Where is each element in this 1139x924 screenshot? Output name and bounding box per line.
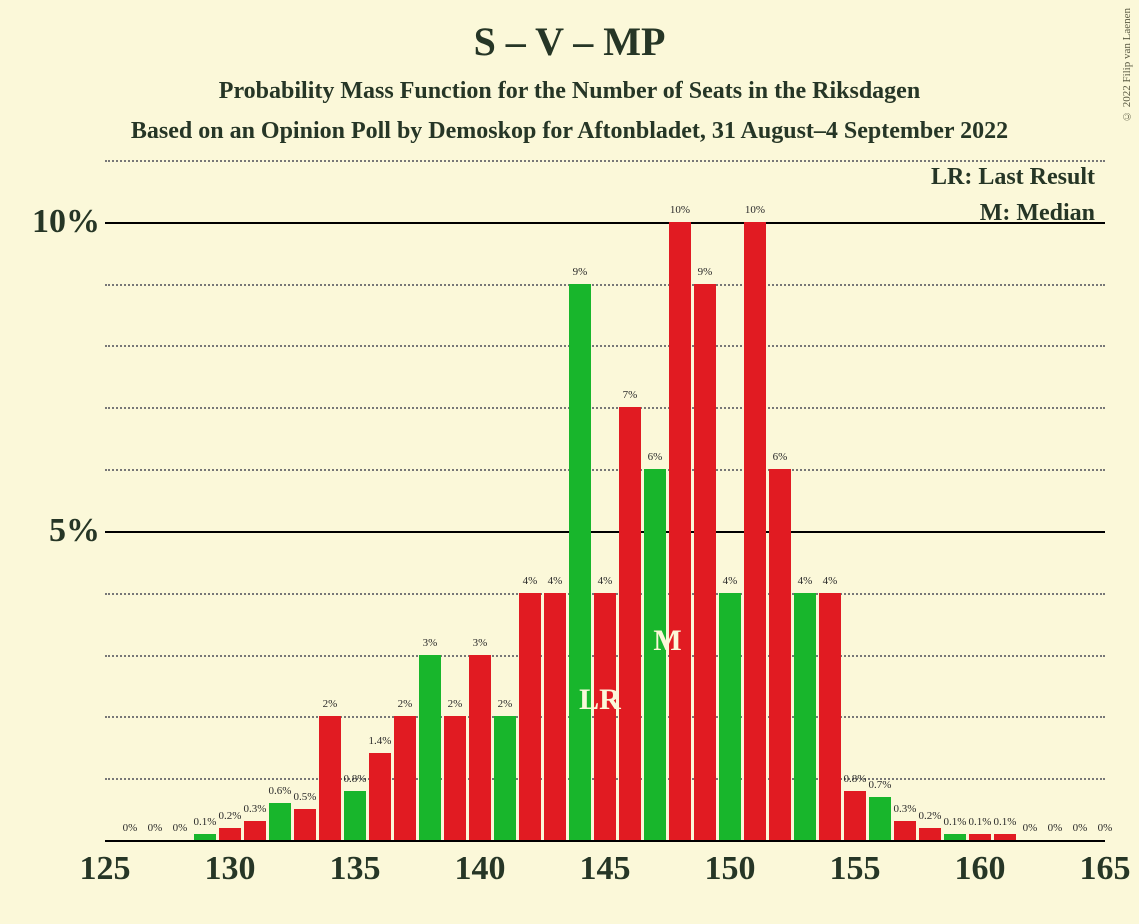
bar-value-label: 0% [173,822,188,834]
bar: 0.7% [869,797,891,840]
bar: 0.2% [219,828,241,840]
bar-value-label: 0.1% [969,816,992,828]
bar-value-label: 4% [823,575,838,587]
x-axis-label: 160 [955,850,1006,888]
chart-subtitle-1: Probability Mass Function for the Number… [0,78,1139,105]
bar: 0.3% [244,821,266,840]
bar: 4% [794,593,816,840]
bar-value-label: 0.3% [894,803,917,815]
gridline-minor [105,345,1105,347]
bar-value-label: 0% [123,822,138,834]
bar-value-label: 0% [1048,822,1063,834]
bar-value-label: 1.4% [369,735,392,747]
legend-lr: LR: Last Result [931,164,1095,191]
bar-value-label: 4% [523,575,538,587]
bar-value-label: 0.1% [944,816,967,828]
bar: 2% [319,716,341,840]
gridline-major [105,531,1105,533]
bar-value-label: 6% [648,451,663,463]
baseline [105,840,1105,842]
bar-value-label: 0% [1073,822,1088,834]
gridline-minor [105,160,1105,162]
bar: 9% [569,284,591,840]
bar: 10% [669,222,691,840]
bar: 7% [619,407,641,840]
bar: 0.1% [194,834,216,840]
bar-value-label: 2% [498,698,513,710]
bar-value-label: 0.1% [194,816,217,828]
bar: 0.1% [994,834,1016,840]
x-axis-label: 140 [455,850,506,888]
bar-value-label: 3% [423,637,438,649]
x-axis-label: 130 [205,850,256,888]
bar-value-label: 0.6% [269,785,292,797]
bar-value-label: 4% [598,575,613,587]
y-axis-label: 5% [10,512,100,550]
bar-value-label: 0.8% [344,773,367,785]
bar: 0.8% [344,791,366,840]
bar: 9% [694,284,716,840]
bar-value-label: 0.5% [294,791,317,803]
chart-subtitle-2: Based on an Opinion Poll by Demoskop for… [0,118,1139,145]
bar-value-label: 2% [448,698,463,710]
bar: 2% [494,716,516,840]
bar-value-label: 4% [723,575,738,587]
bar-value-label: 0% [148,822,163,834]
x-axis-label: 155 [830,850,881,888]
bar-value-label: 0.3% [244,803,267,815]
marker-median: M [653,624,681,658]
bar: 0.2% [919,828,941,840]
bar-value-label: 9% [698,266,713,278]
gridline-minor [105,407,1105,409]
bar-value-label: 0.8% [844,773,867,785]
bar-value-label: 3% [473,637,488,649]
bar: 0.8% [844,791,866,840]
bar-value-label: 0% [1098,822,1113,834]
bar-value-label: 4% [798,575,813,587]
bar: 4% [544,593,566,840]
bar: 4% [519,593,541,840]
bar: 4% [819,593,841,840]
bar: 0.3% [894,821,916,840]
x-axis-label: 135 [330,850,381,888]
bar: 3% [469,655,491,840]
bar: 0.5% [294,809,316,840]
bar-value-label: 9% [573,266,588,278]
x-axis-label: 165 [1080,850,1131,888]
gridline-major [105,222,1105,224]
marker-last-result: LR [579,683,621,717]
bar: 0.1% [969,834,991,840]
y-axis-label: 10% [10,203,100,241]
x-axis-label: 150 [705,850,756,888]
x-axis-label: 145 [580,850,631,888]
bar-value-label: 0.2% [219,810,242,822]
bar-value-label: 7% [623,389,638,401]
bar-value-label: 2% [398,698,413,710]
x-axis-label: 125 [80,850,131,888]
bar: 0.1% [944,834,966,840]
bar: 1.4% [369,753,391,840]
bar-value-label: 6% [773,451,788,463]
bar-value-label: 10% [670,204,690,216]
bar-value-label: 4% [548,575,563,587]
plot-area: LR: Last Result M: Median 0%0%0%0.1%0.2%… [105,160,1105,840]
copyright-text: © 2022 Filip van Laenen [1121,8,1133,122]
bar: 0.6% [269,803,291,840]
bar-value-label: 0.2% [919,810,942,822]
gridline-minor [105,284,1105,286]
bar: 6% [769,469,791,840]
bar-value-label: 0% [1023,822,1038,834]
bar-value-label: 0.7% [869,779,892,791]
bar-value-label: 0.1% [994,816,1017,828]
bar-value-label: 10% [745,204,765,216]
bar: 2% [444,716,466,840]
bar-value-label: 2% [323,698,338,710]
bar: 2% [394,716,416,840]
gridline-minor [105,469,1105,471]
bar: 10% [744,222,766,840]
chart-title: S – V – MP [0,18,1139,65]
bar: 3% [419,655,441,840]
bar: 4% [719,593,741,840]
